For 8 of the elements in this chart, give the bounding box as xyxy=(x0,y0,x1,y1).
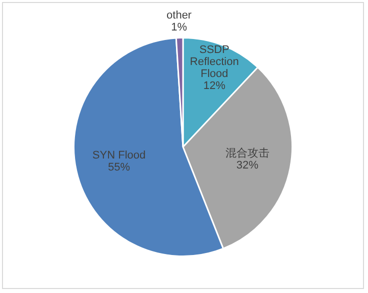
slice-label: other xyxy=(166,9,192,22)
data-label: 55% xyxy=(108,161,130,174)
data-label: 1% xyxy=(171,21,188,34)
data-label: 12% xyxy=(203,80,226,92)
slice-label: 混合攻击 xyxy=(225,146,270,160)
slice-label: SSDP Reflection Flood xyxy=(190,44,239,80)
data-label: 32% xyxy=(236,159,259,172)
slice-label: SYN Flood xyxy=(92,149,146,162)
